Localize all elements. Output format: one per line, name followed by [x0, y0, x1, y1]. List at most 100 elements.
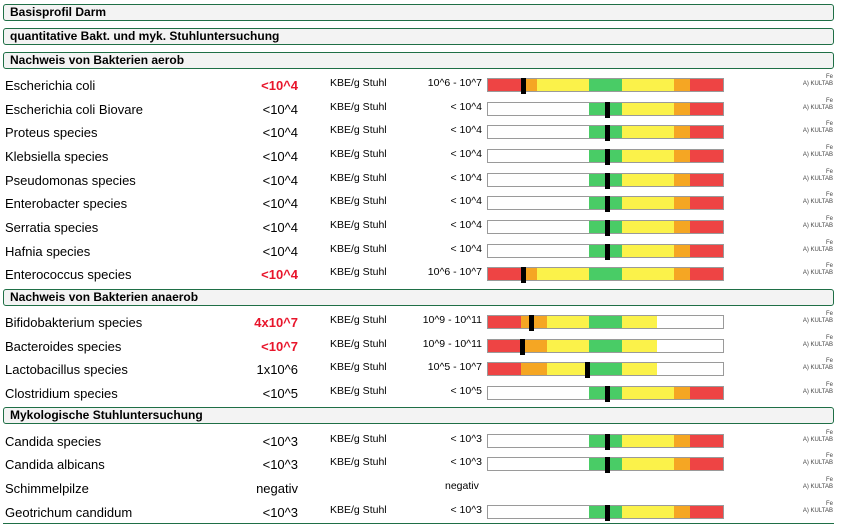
range-bar	[487, 125, 724, 141]
range-segment	[621, 458, 674, 470]
result-value: <10^4	[262, 196, 298, 211]
table-row: Serratia species <10^4 KBE/g Stuhl < 10^4 Fe…	[0, 215, 841, 238]
result-value: 1x10^6	[256, 362, 298, 377]
reference-range: < 10^4	[450, 195, 483, 207]
analyte-name: Geotrichum candidum	[5, 505, 133, 520]
table-row: Proteus species <10^4 KBE/g Stuhl < 10^4 Fe A…	[0, 120, 841, 143]
range-segment	[621, 103, 674, 115]
table-row: Escherichia coli Biovare <10^4 KBE/g Stuhl…	[0, 97, 841, 120]
analyte-name: Bifidobakterium species	[5, 315, 143, 330]
result-value: <10^4	[262, 173, 298, 188]
result-value: <10^7	[261, 339, 298, 354]
range-segment	[488, 316, 521, 328]
method-tag: A) KULTAB	[802, 152, 833, 158]
result-marker	[521, 78, 527, 94]
range-segment	[690, 197, 723, 209]
reference-range: < 10^4	[450, 101, 483, 113]
analyte-name: Enterococcus species	[5, 267, 132, 282]
range-bar	[487, 149, 724, 165]
range-bar	[487, 78, 724, 94]
range-segment	[546, 363, 590, 375]
result-marker	[604, 102, 610, 118]
method-tag: A) KULTAB	[802, 270, 833, 276]
method-note: Fe A) KULTAB	[803, 216, 833, 230]
method-tag: A) KULTAB	[802, 389, 833, 395]
method-tag: A) KULTAB	[802, 484, 833, 490]
range-segment	[520, 363, 547, 375]
result-marker	[604, 196, 610, 212]
range-segment	[621, 245, 674, 257]
reference-range: < 10^3	[450, 456, 483, 468]
range-segment	[589, 79, 622, 91]
table-row: Klebsiella species <10^4 KBE/g Stuhl < 10^4…	[0, 144, 841, 167]
range-segment	[621, 79, 674, 91]
method-fe: Fe	[825, 74, 833, 80]
unit-label: KBE/g Stuhl	[330, 219, 387, 231]
analyte-name: Candida species	[5, 434, 102, 449]
method-fe: Fe	[825, 335, 833, 341]
range-segment	[546, 316, 590, 328]
analyte-name: Klebsiella species	[5, 149, 109, 164]
section-title: Nachweis von Bakterien aerob	[10, 53, 185, 67]
method-note: Fe A) KULTAB	[803, 169, 833, 183]
unit-label: KBE/g Stuhl	[330, 361, 387, 373]
range-bar	[487, 173, 724, 189]
table-row: Clostridium species <10^5 KBE/g Stuhl < 10^…	[0, 381, 841, 404]
range-segment	[690, 245, 723, 257]
result-marker	[604, 457, 610, 473]
range-segment	[690, 458, 723, 470]
method-fe: Fe	[825, 121, 833, 127]
range-segment	[673, 245, 691, 257]
unit-label: KBE/g Stuhl	[330, 266, 387, 278]
analyte-name: Schimmelpilze	[5, 481, 89, 496]
result-value: <10^4	[262, 125, 298, 140]
reference-range: negativ	[445, 480, 479, 492]
method-tag: A) KULTAB	[802, 437, 833, 443]
range-segment	[690, 268, 723, 280]
analyte-name: Bacteroides species	[5, 339, 122, 354]
range-segment	[673, 458, 691, 470]
range-segment	[673, 197, 691, 209]
range-segment	[621, 363, 658, 375]
range-segment	[589, 268, 622, 280]
range-segment	[621, 126, 674, 138]
method-tag: A) KULTAB	[802, 223, 833, 229]
range-segment	[673, 174, 691, 186]
method-tag: A) KULTAB	[802, 199, 833, 205]
range-segment	[673, 268, 691, 280]
range-segment	[673, 103, 691, 115]
range-segment	[673, 79, 691, 91]
method-tag: A) KULTAB	[802, 508, 833, 514]
method-note: Fe A) KULTAB	[803, 311, 833, 325]
result-marker	[604, 173, 610, 189]
result-marker	[521, 267, 527, 283]
section-title: Nachweis von Bakterien anaerob	[10, 290, 199, 304]
range-segment	[690, 506, 723, 518]
reference-range: 10^6 - 10^7	[427, 266, 482, 278]
unit-label: KBE/g Stuhl	[330, 172, 387, 184]
result-value: 4x10^7	[254, 315, 298, 330]
range-segment	[673, 435, 691, 447]
method-fe: Fe	[825, 501, 833, 507]
result-value: <10^4	[262, 220, 298, 235]
range-segment	[690, 150, 723, 162]
method-note: Fe A) KULTAB	[803, 98, 833, 112]
range-segment	[673, 150, 691, 162]
result-value: <10^3	[262, 434, 298, 449]
range-bar	[487, 196, 724, 212]
result-value: <10^4	[262, 149, 298, 164]
range-segment	[621, 197, 674, 209]
result-marker	[604, 149, 610, 165]
section-title: quantitative Bakt. und myk. Stuhluntersu…	[10, 29, 280, 43]
method-tag: A) KULTAB	[802, 176, 833, 182]
table-row: Candida species <10^3 KBE/g Stuhl < 10^3 Fe A…	[0, 429, 841, 452]
analyte-name: Serratia species	[5, 220, 99, 235]
method-note: Fe A) KULTAB	[803, 145, 833, 159]
result-value: <10^3	[262, 457, 298, 472]
range-segment	[488, 363, 521, 375]
range-segment	[488, 340, 521, 352]
unit-label: KBE/g Stuhl	[330, 338, 387, 350]
range-segment	[690, 126, 723, 138]
result-value: <10^4	[262, 244, 298, 259]
reference-range: < 10^4	[450, 219, 483, 231]
